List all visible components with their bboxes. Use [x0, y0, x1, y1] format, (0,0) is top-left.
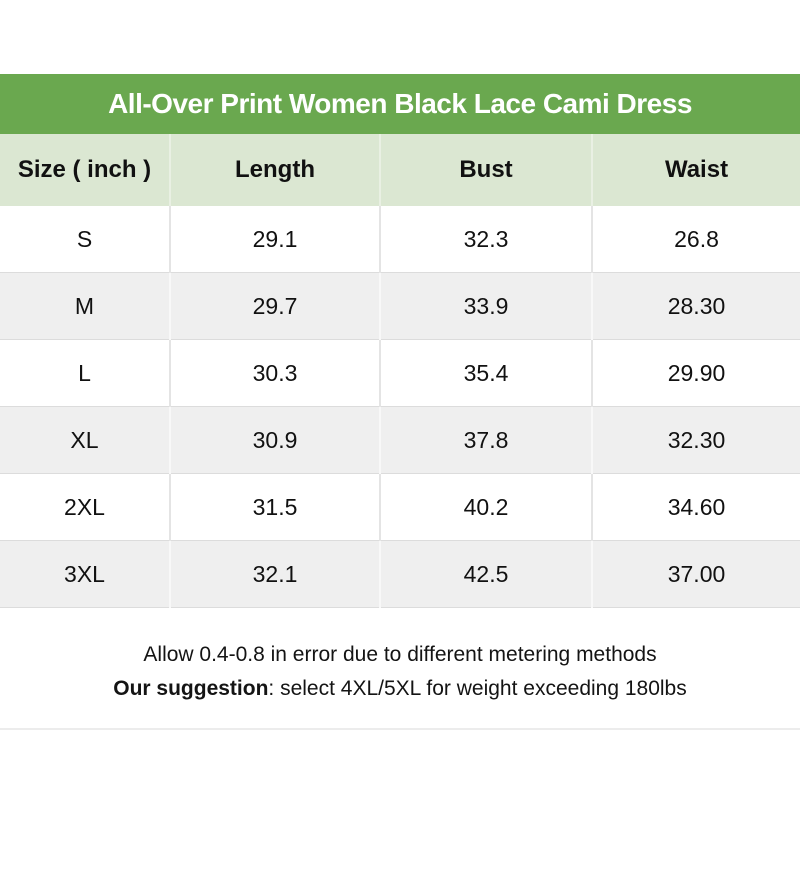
header-row: Size ( inch ) Length Bust Waist [0, 134, 800, 206]
size-cell: S [0, 206, 170, 273]
note-suggestion: Our suggestion: select 4XL/5XL for weigh… [0, 672, 800, 706]
column-header-bust: Bust [379, 134, 592, 206]
size-cell: M [0, 272, 170, 340]
footer-notes: Allow 0.4-0.8 in error due to different … [0, 608, 800, 706]
waist-cell: 34.60 [591, 473, 800, 541]
bust-cell: 35.4 [379, 339, 592, 407]
length-cell: 30.3 [169, 339, 380, 407]
table-row-m: M 29.7 33.9 28.30 [0, 272, 800, 340]
column-header-waist: Waist [591, 134, 800, 206]
table-row-s: S 29.1 32.3 26.8 [0, 206, 800, 273]
table-row-2xl: 2XL 31.5 40.2 34.60 [0, 473, 800, 541]
waist-cell: 26.8 [591, 206, 800, 273]
chart-title: All-Over Print Women Black Lace Cami Dre… [108, 88, 692, 119]
waist-cell: 29.90 [591, 339, 800, 407]
column-header-size: Size ( inch ) [0, 134, 170, 206]
title-bar: All-Over Print Women Black Lace Cami Dre… [0, 74, 800, 134]
length-cell: 30.9 [169, 406, 380, 474]
size-cell: 3XL [0, 540, 170, 608]
waist-cell: 32.30 [591, 406, 800, 474]
size-cell: L [0, 339, 170, 407]
waist-cell: 28.30 [591, 272, 800, 340]
size-table: Size ( inch ) Length Bust Waist S 29.1 3… [0, 134, 800, 608]
note-suggestion-label: Our suggestion [113, 677, 269, 700]
length-cell: 31.5 [169, 473, 380, 541]
bust-cell: 37.8 [379, 406, 592, 474]
note-tolerance: Allow 0.4-0.8 in error due to different … [143, 643, 657, 666]
length-cell: 29.7 [169, 272, 380, 340]
table-row-3xl: 3XL 32.1 42.5 37.00 [0, 540, 800, 608]
waist-cell: 37.00 [591, 540, 800, 608]
bottom-divider [0, 728, 800, 730]
size-cell: XL [0, 406, 170, 474]
size-chart-page: All-Over Print Women Black Lace Cami Dre… [0, 74, 800, 730]
bust-cell: 40.2 [379, 473, 592, 541]
column-header-length: Length [169, 134, 380, 206]
bust-cell: 42.5 [379, 540, 592, 608]
length-cell: 32.1 [169, 540, 380, 608]
size-cell: 2XL [0, 473, 170, 541]
table-row-xl: XL 30.9 37.8 32.30 [0, 406, 800, 474]
length-cell: 29.1 [169, 206, 380, 273]
bust-cell: 32.3 [379, 206, 592, 273]
bust-cell: 33.9 [379, 272, 592, 340]
table-row-l: L 30.3 35.4 29.90 [0, 339, 800, 407]
note-suggestion-text: : select 4XL/5XL for weight exceeding 18… [268, 677, 687, 700]
